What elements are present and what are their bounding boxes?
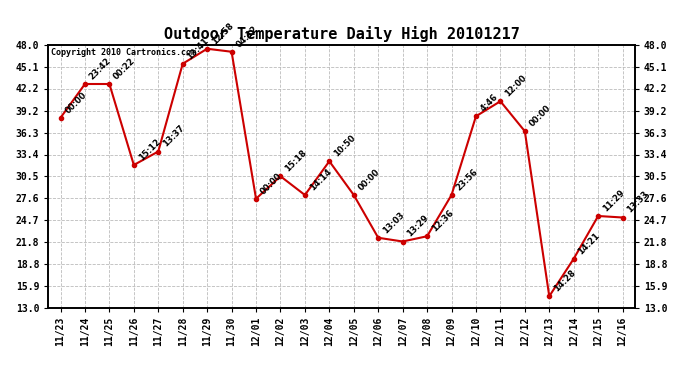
- Text: 23:42: 23:42: [88, 56, 113, 81]
- Text: 12:00: 12:00: [503, 73, 529, 99]
- Text: 00:00: 00:00: [63, 90, 88, 115]
- Title: Outdoor Temperature Daily High 20101217: Outdoor Temperature Daily High 20101217: [164, 27, 520, 42]
- Text: 12:58: 12:58: [210, 21, 235, 46]
- Text: 00:00: 00:00: [259, 171, 284, 196]
- Text: 10:50: 10:50: [332, 133, 357, 159]
- Text: 15:12: 15:12: [137, 137, 162, 162]
- Text: 4:46: 4:46: [479, 92, 500, 114]
- Text: 23:56: 23:56: [454, 167, 480, 192]
- Text: 12:36: 12:36: [430, 208, 455, 234]
- Text: 14:21: 14:21: [576, 231, 602, 256]
- Text: 13:41: 13:41: [186, 36, 210, 61]
- Text: 00:00: 00:00: [528, 104, 553, 129]
- Text: 14:14: 14:14: [308, 167, 333, 192]
- Text: 15:18: 15:18: [283, 148, 308, 174]
- Text: 14:28: 14:28: [552, 268, 578, 294]
- Text: 13:37: 13:37: [161, 124, 186, 149]
- Text: 00:22: 00:22: [112, 56, 137, 81]
- Text: 13:33: 13:33: [625, 190, 651, 215]
- Text: 11:29: 11:29: [601, 188, 627, 213]
- Text: 00:00: 00:00: [357, 167, 382, 192]
- Text: 04:12: 04:12: [235, 24, 259, 49]
- Text: 13:29: 13:29: [406, 213, 431, 239]
- Text: Copyright 2010 Cartronics.com: Copyright 2010 Cartronics.com: [51, 48, 196, 57]
- Text: 13:03: 13:03: [381, 210, 406, 235]
